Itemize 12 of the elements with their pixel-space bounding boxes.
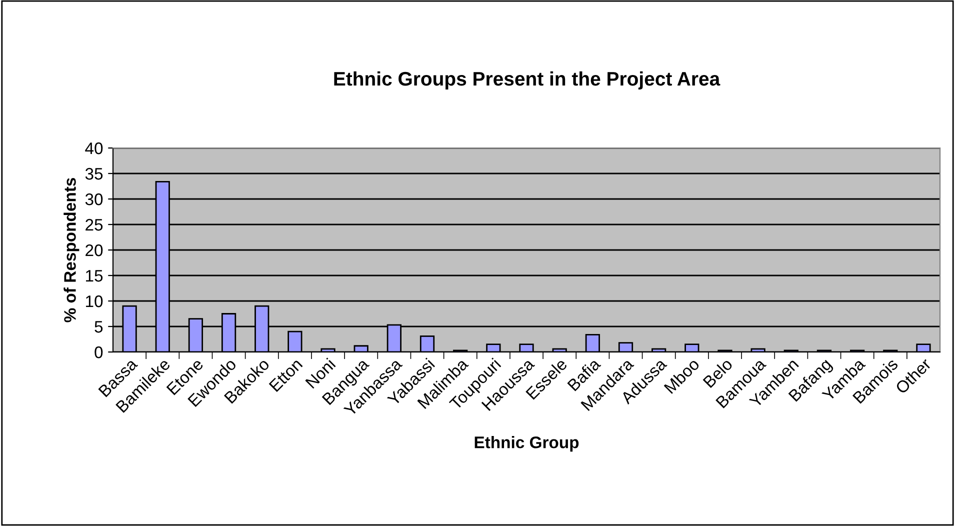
- y-tick-label: 15: [86, 270, 103, 282]
- chart-title: Ethnic Groups Present in the Project Area: [334, 71, 720, 90]
- x-axis-title: Ethnic Group: [474, 436, 579, 452]
- y-tick-label: 40: [85, 142, 103, 154]
- y-axis-title: % of Respondents: [64, 178, 80, 322]
- y-tick-label: 30: [85, 193, 103, 206]
- y-tick-label: 35: [85, 168, 103, 180]
- y-tick-label: 25: [86, 218, 103, 231]
- y-tick-label: 5: [94, 321, 103, 333]
- y-tick-label: 10: [86, 295, 103, 308]
- y-tick-label: 20: [86, 244, 103, 256]
- y-tick-label: 0: [94, 346, 103, 358]
